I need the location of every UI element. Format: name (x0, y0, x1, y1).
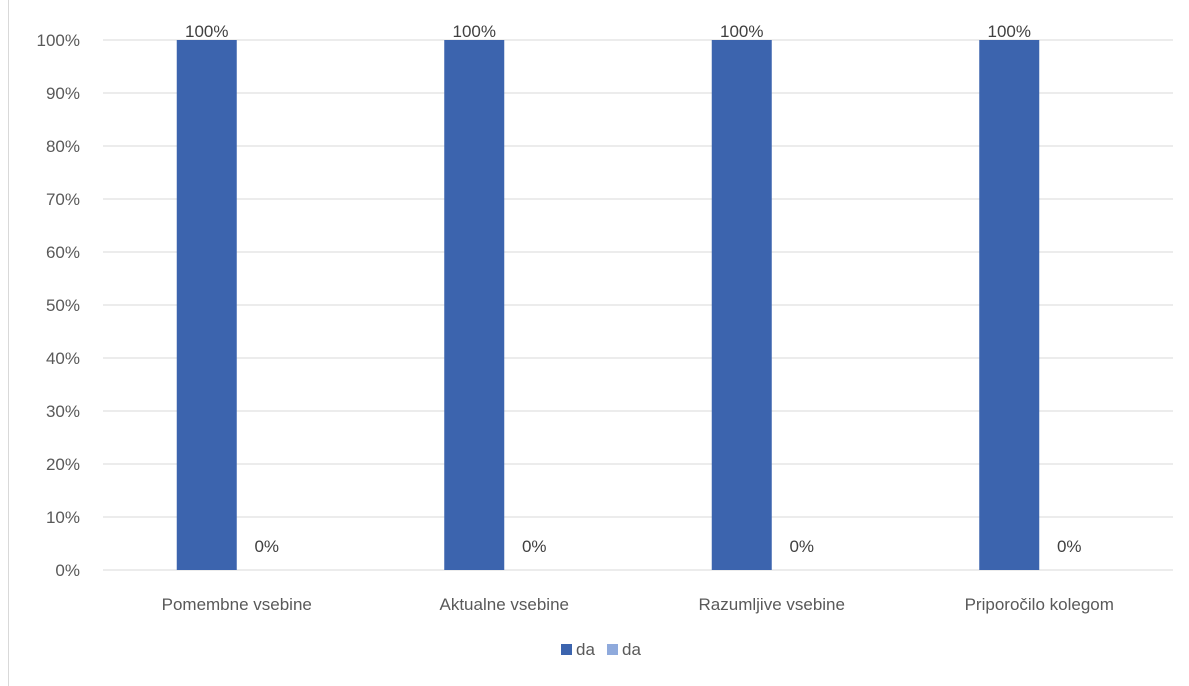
y-axis-ticks: 0% 10% 20% 30% 40% 50% 60% 70% 80% 90% 100% (37, 31, 80, 580)
data-label: 0% (522, 537, 547, 556)
bar-1 (176, 40, 237, 570)
y-tick-label: 0% (55, 561, 80, 580)
legend-label: da (622, 640, 641, 659)
bar-1 (979, 40, 1040, 570)
data-label: 0% (789, 537, 814, 556)
category-labels: Pomembne vsebine Aktualne vsebine Razumlji… (162, 595, 1114, 614)
y-tick-label: 10% (46, 508, 80, 527)
y-tick-label: 70% (46, 190, 80, 209)
data-label: 100% (988, 22, 1031, 41)
category-label: Priporočilo kolegom (965, 595, 1114, 614)
category-label: Pomembne vsebine (162, 595, 312, 614)
data-label: 100% (185, 22, 228, 41)
bar-1 (711, 40, 772, 570)
y-tick-label: 50% (46, 296, 80, 315)
data-label: 100% (720, 22, 763, 41)
chart-frame (8, 0, 1188, 686)
legend-swatch (607, 644, 618, 655)
y-tick-label: 80% (46, 137, 80, 156)
y-tick-label: 20% (46, 455, 80, 474)
legend: da da (561, 640, 641, 659)
legend-label: da (576, 640, 595, 659)
data-label: 100% (453, 22, 496, 41)
data-label: 0% (254, 537, 279, 556)
y-tick-label: 90% (46, 84, 80, 103)
category-label: Aktualne vsebine (440, 595, 569, 614)
bar-1 (444, 40, 505, 570)
y-tick-label: 40% (46, 349, 80, 368)
bars (176, 40, 1040, 570)
data-label: 0% (1057, 537, 1082, 556)
y-tick-label: 60% (46, 243, 80, 262)
y-tick-label: 30% (46, 402, 80, 421)
data-labels: 100% 0% 100% 0% 100% 0% 100% 0% (185, 22, 1082, 556)
legend-swatch (561, 644, 572, 655)
y-tick-label: 100% (37, 31, 80, 50)
category-label: Razumljive vsebine (699, 595, 845, 614)
